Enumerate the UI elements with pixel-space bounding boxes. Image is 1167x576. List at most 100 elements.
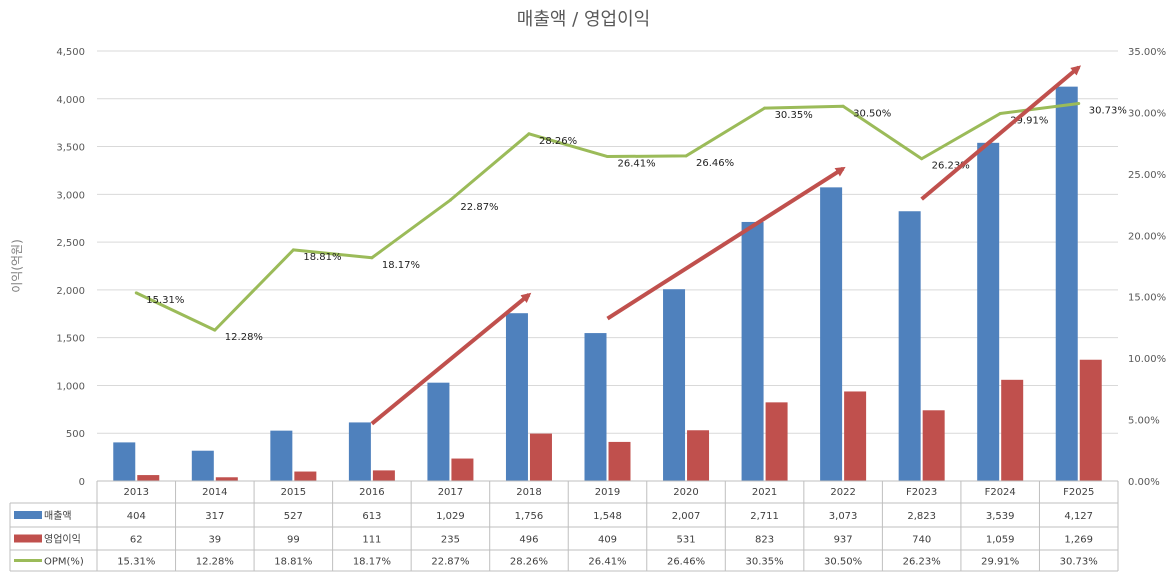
legend-label: 영업이익 bbox=[44, 533, 81, 546]
opm-point bbox=[763, 106, 767, 110]
opm-point bbox=[527, 132, 531, 136]
table-cell: 99 bbox=[287, 535, 300, 546]
opm-data-label: 22.87% bbox=[460, 202, 498, 213]
x-tick-label: F2023 bbox=[906, 487, 937, 498]
bar-sales bbox=[820, 187, 843, 481]
table-cell: 26.46% bbox=[667, 557, 705, 568]
bar-operating-profit bbox=[451, 458, 474, 481]
table-cell: 2,823 bbox=[907, 511, 936, 522]
bar-operating-profit bbox=[765, 402, 788, 481]
y-tick-label: 2,000 bbox=[56, 286, 85, 297]
table-cell: 823 bbox=[755, 535, 774, 546]
table-cell: 22.87% bbox=[431, 557, 469, 568]
y2-tick-label: 5.00% bbox=[1128, 416, 1160, 427]
table-cell: 39 bbox=[208, 535, 221, 546]
y2-tick-label: 10.00% bbox=[1128, 354, 1166, 365]
opm-data-label: 12.28% bbox=[225, 332, 263, 343]
table-cell: 1,029 bbox=[436, 511, 465, 522]
table-cell: 496 bbox=[519, 535, 538, 546]
bar-sales bbox=[1055, 86, 1078, 482]
x-tick-label: F2025 bbox=[1063, 487, 1094, 498]
bar-sales bbox=[505, 313, 528, 481]
trend-arrow bbox=[606, 166, 846, 321]
x-tick-label: 2014 bbox=[202, 487, 227, 498]
opm-point bbox=[213, 328, 217, 332]
chart-title: 매출액 / 영업이익 bbox=[516, 9, 651, 30]
opm-point bbox=[291, 248, 295, 252]
x-tick-label: 2022 bbox=[830, 487, 855, 498]
table-cell: 15.31% bbox=[117, 557, 155, 568]
bar-operating-profit bbox=[215, 477, 238, 481]
bar-operating-profit bbox=[922, 410, 945, 481]
bar-sales bbox=[584, 333, 607, 481]
legend-label: OPM(%) bbox=[44, 557, 84, 568]
table-cell: 235 bbox=[441, 535, 460, 546]
table-cell: 1,756 bbox=[515, 511, 544, 522]
opm-line bbox=[135, 101, 1079, 332]
y2-tick-label: 25.00% bbox=[1128, 170, 1166, 181]
y-axis-label: 이익(억원) bbox=[10, 239, 24, 293]
y2-tick-label: 35.00% bbox=[1128, 47, 1166, 58]
opm-point bbox=[448, 198, 452, 202]
y-tick-label: 4,500 bbox=[56, 47, 85, 58]
bar-operating-profit bbox=[372, 470, 395, 481]
table-cell: 2,007 bbox=[672, 511, 701, 522]
table-cell: 404 bbox=[127, 511, 146, 522]
opm-data-label: 26.23% bbox=[932, 161, 970, 172]
x-tick-label: 2018 bbox=[516, 487, 541, 498]
bar-sales bbox=[898, 211, 921, 481]
table-cell: 26.23% bbox=[903, 557, 941, 568]
table-cell: 18.17% bbox=[353, 557, 391, 568]
bar-operating-profit bbox=[687, 430, 710, 481]
opm-data-label: 15.31% bbox=[146, 295, 184, 306]
table-cell: 3,539 bbox=[986, 511, 1015, 522]
x-tick-label: 2016 bbox=[359, 487, 384, 498]
x-tick-label: F2024 bbox=[985, 487, 1016, 498]
opm-point bbox=[370, 256, 374, 260]
table-cell: 30.35% bbox=[746, 557, 784, 568]
y-tick-label: 1,000 bbox=[56, 381, 85, 392]
bar-operating-profit bbox=[137, 475, 160, 481]
y2-tick-label: 30.00% bbox=[1128, 108, 1166, 119]
opm-point bbox=[1077, 101, 1081, 105]
opm-data-label: 18.17% bbox=[382, 260, 420, 271]
opm-data-label: 26.46% bbox=[696, 158, 734, 169]
bar-sales bbox=[348, 422, 371, 481]
table-cell: 3,073 bbox=[829, 511, 858, 522]
x-tick-label: 2015 bbox=[281, 487, 306, 498]
table-cell: 62 bbox=[130, 535, 143, 546]
opm-data-label: 30.50% bbox=[853, 108, 891, 119]
y-tick-label: 0 bbox=[79, 477, 85, 488]
x-tick-label: 2019 bbox=[595, 487, 620, 498]
bar-sales bbox=[741, 221, 764, 481]
legend-key bbox=[14, 534, 42, 543]
bar-sales bbox=[663, 289, 686, 481]
table-cell: 29.91% bbox=[981, 557, 1019, 568]
bar-operating-profit bbox=[608, 441, 631, 481]
bar-sales bbox=[427, 382, 450, 481]
bar-operating-profit bbox=[529, 433, 552, 481]
opm-data-label: 28.26% bbox=[539, 136, 577, 147]
opm-data-label: 30.35% bbox=[775, 110, 813, 121]
opm-point bbox=[684, 154, 688, 158]
opm-point bbox=[606, 155, 609, 159]
bar-operating-profit bbox=[1079, 359, 1102, 481]
table-cell: 527 bbox=[284, 511, 303, 522]
table-cell: 18.81% bbox=[274, 557, 312, 568]
opm-data-label: 29.91% bbox=[1010, 116, 1048, 127]
table-cell: 1,548 bbox=[593, 511, 622, 522]
table-cell: 531 bbox=[676, 535, 695, 546]
trend-arrow bbox=[920, 65, 1082, 201]
y-tick-label: 2,500 bbox=[56, 238, 85, 249]
y-tick-label: 3,000 bbox=[56, 190, 85, 201]
opm-data-label: 30.73% bbox=[1089, 105, 1127, 116]
y2-tick-label: 15.00% bbox=[1128, 293, 1166, 304]
opm-point bbox=[841, 104, 845, 108]
table-cell: 740 bbox=[912, 535, 931, 546]
table-cell: 30.50% bbox=[824, 557, 862, 568]
x-tick-label: 2017 bbox=[438, 487, 463, 498]
table-cell: 937 bbox=[834, 535, 853, 546]
table-cell: 28.26% bbox=[510, 557, 548, 568]
table-cell: 317 bbox=[205, 511, 224, 522]
